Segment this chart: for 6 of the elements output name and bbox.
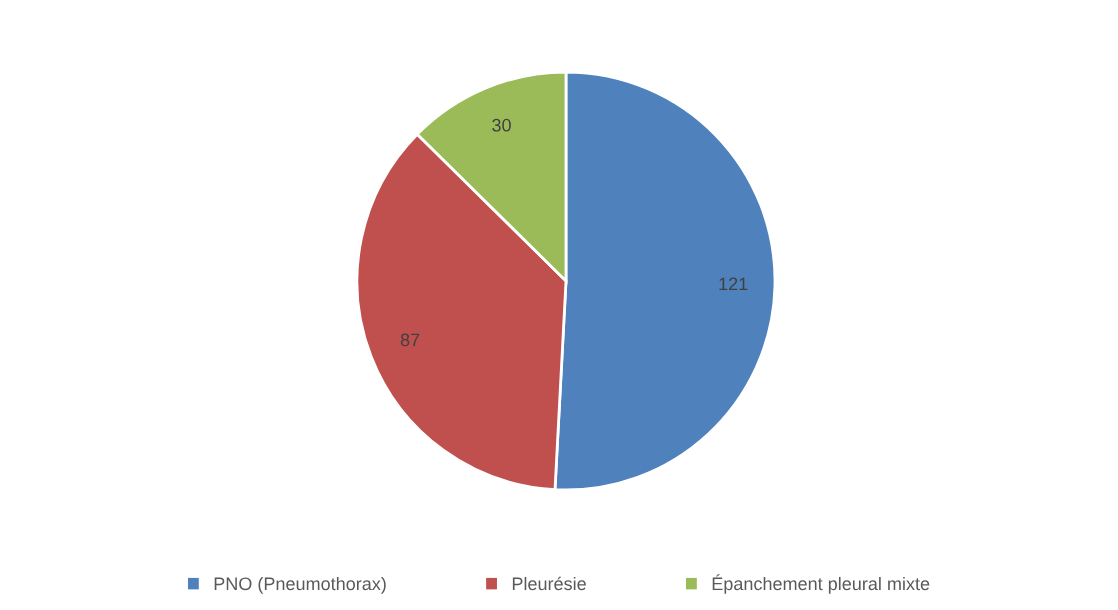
- data-label: 30: [492, 118, 511, 132]
- data-label: 87: [400, 333, 420, 347]
- legend-label: Épanchement pleural mixte: [712, 574, 930, 594]
- data-label: 121: [719, 277, 748, 291]
- legend-label: PNO (Pneumothorax): [214, 576, 386, 594]
- legend-label: Pleurésie: [512, 576, 586, 591]
